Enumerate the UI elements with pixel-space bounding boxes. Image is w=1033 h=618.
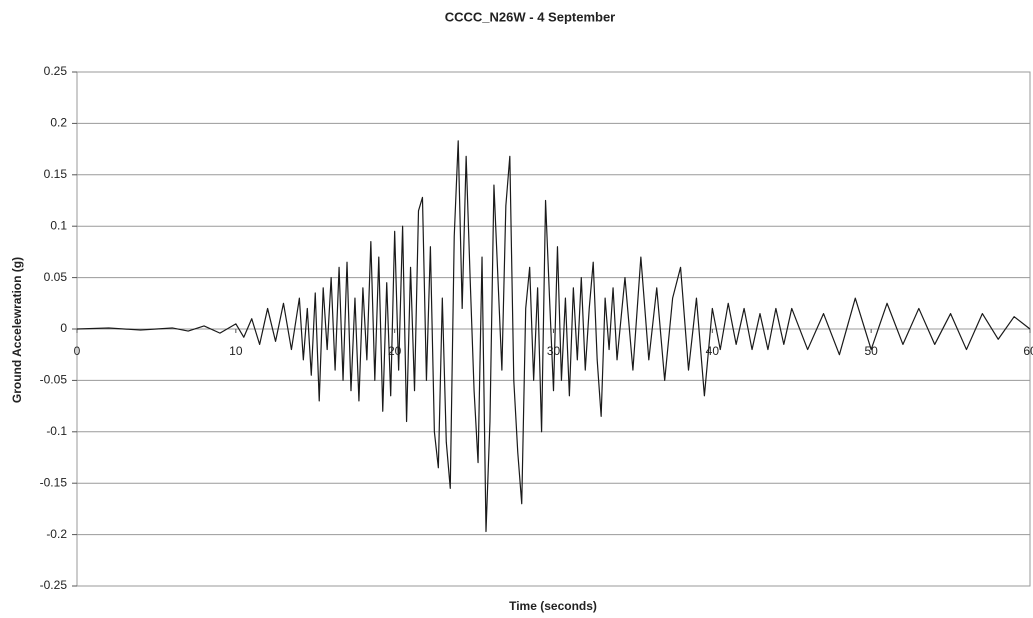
y-tick-label: -0.25 (40, 578, 68, 592)
x-axis-title: Time (seconds) (509, 599, 597, 613)
x-tick-label: 30 (547, 344, 561, 358)
y-tick-label: -0.2 (46, 527, 67, 541)
x-tick-label: 60 (1023, 344, 1033, 358)
y-tick-label: 0.25 (44, 64, 68, 78)
y-tick-label: 0 (60, 321, 67, 335)
series-line (76, 140, 1031, 533)
y-tick-label: 0.05 (44, 270, 68, 284)
y-tick-label: 0.2 (50, 116, 67, 130)
y-tick-label: 0.1 (50, 218, 67, 232)
y-tick-label: -0.1 (46, 424, 67, 438)
x-tick-label: 0 (74, 344, 81, 358)
y-axis-title: Ground Accelewration (g) (10, 257, 24, 403)
y-tick-label: -0.15 (40, 475, 68, 489)
y-tick-label: 0.15 (44, 167, 68, 181)
y-tick-label: -0.05 (40, 373, 68, 387)
x-tick-label: 50 (864, 344, 878, 358)
x-tick-label: 10 (229, 344, 243, 358)
chart-title: CCCC_N26W - 4 September (445, 9, 616, 24)
